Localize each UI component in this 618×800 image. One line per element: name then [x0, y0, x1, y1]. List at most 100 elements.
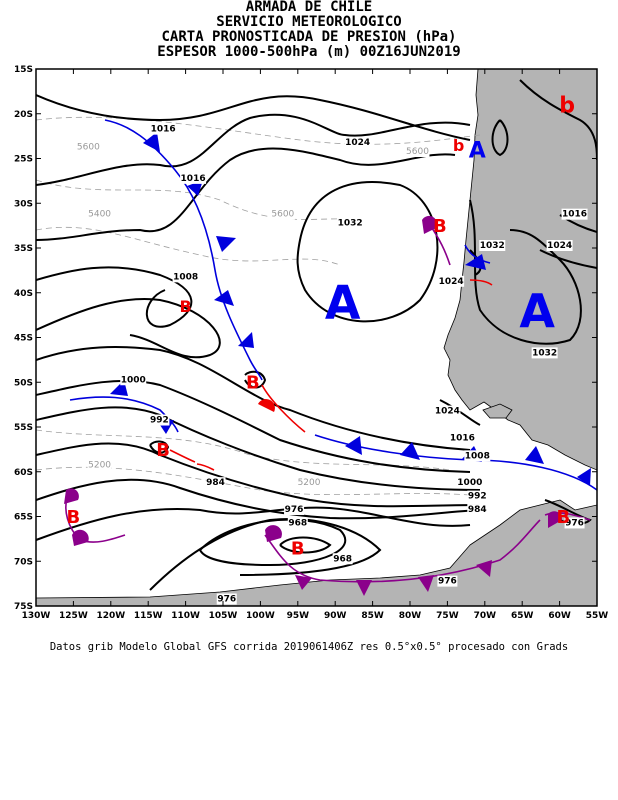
thickness-label-bg: [76, 141, 101, 153]
isobar-label-bg: [449, 432, 476, 444]
isobar: [199, 518, 347, 567]
axis-ticks: 15S20S25S30S35S40S45S50S55S60S65S70S75S1…: [14, 65, 608, 621]
isobar-label: 992: [150, 416, 169, 426]
thickness-label: 5200: [88, 460, 111, 470]
title-line-3: CARTA PRONOSTICADA DE PRESION (hPa): [161, 29, 457, 45]
isobar: [36, 478, 481, 520]
high-pressure-center: A: [469, 138, 486, 163]
low-pressure-center: B: [291, 538, 305, 559]
thickness-label: 5600: [406, 147, 429, 157]
low-pressure-center: B: [179, 297, 191, 316]
lat-tick-label: 20S: [14, 110, 33, 120]
isobar: [36, 266, 193, 328]
isobar-label-bg: [284, 504, 305, 516]
lon-tick-label: 130W: [22, 611, 51, 621]
isobar-label: 1000: [457, 478, 482, 488]
isobar: [36, 346, 471, 451]
isobar-label-bg: [332, 553, 353, 565]
thickness-labels: 5600 5600 5600 5400 5200 5200: [76, 141, 430, 489]
lat-tick-label: 50S: [14, 378, 33, 388]
isobar: [36, 406, 481, 491]
title-line-2: SERVICIO METEOROLOGICO: [216, 14, 402, 30]
thickness-label: 5600: [271, 210, 294, 220]
thickness-label-bg: [405, 146, 430, 158]
lon-tick-label: 120W: [96, 611, 125, 621]
isobar-label-bg: [287, 517, 308, 529]
isobar-label: 976: [565, 518, 584, 528]
isobar-label-bg: [337, 217, 364, 229]
isobar: [36, 379, 471, 473]
isobar-label: 968: [288, 518, 307, 528]
lon-tick-label: 55W: [586, 611, 609, 621]
isobar: [36, 298, 221, 359]
lon-tick-label: 70W: [474, 611, 497, 621]
lat-tick-label: 15S: [14, 65, 33, 75]
isobar-label-bg: [456, 477, 483, 489]
lon-tick-label: 95W: [287, 611, 310, 621]
isobar-label-bg: [531, 347, 558, 359]
title-line-1: ARMADA DE CHILE: [245, 0, 373, 15]
lat-tick-label: 65S: [14, 513, 33, 523]
isobar: [539, 249, 597, 269]
low-pressure-center: B: [156, 440, 170, 461]
lat-tick-label: 70S: [14, 557, 33, 567]
lon-tick-label: 60W: [548, 611, 571, 621]
isobar-labels: 1016 1016 1008 1000 992 984 976 968 968 976 1024 10…: [120, 123, 588, 605]
footer-note: Datos grib Modelo Global GFS corrida 201…: [49, 641, 569, 653]
thickness-label-bg: [297, 477, 322, 489]
lon-tick-label: 105W: [209, 611, 238, 621]
low-pressure-center: b: [559, 94, 575, 119]
isobar-label: 968: [333, 554, 352, 564]
lat-tick-label: 75S: [14, 602, 33, 612]
isobar-label: 1032: [480, 241, 505, 251]
low-pressure-center: B: [67, 507, 81, 528]
isobar-label-bg: [464, 450, 491, 462]
isobar: [36, 442, 481, 508]
low-pressure-center: B: [246, 373, 260, 394]
isobar-label: 984: [468, 505, 487, 515]
isobar-label: 1032: [338, 219, 363, 229]
low-pressure-center: B: [556, 507, 570, 528]
high-pressure-center: A: [519, 284, 555, 338]
lat-tick-label: 35S: [14, 244, 33, 254]
isobar: [36, 113, 471, 186]
isobar-label-bg: [437, 575, 458, 587]
south-america-land: [443, 69, 597, 471]
isobar-label-bg: [546, 240, 573, 251]
isobar-label: 1032: [532, 348, 557, 358]
lon-tick-label: 75W: [436, 611, 459, 621]
isobar: [279, 536, 332, 554]
isobar: [149, 440, 170, 454]
isobar-label: 1000: [121, 375, 146, 385]
isobar-label-bg: [467, 490, 488, 502]
lon-tick-label: 90W: [324, 611, 347, 621]
isobar-label-bg: [564, 517, 585, 529]
pressure-centers: A A Ab b B B B B B B B: [67, 94, 575, 560]
isobar-label: 1016: [562, 210, 587, 220]
isobar-label: 976: [285, 505, 304, 515]
isobars: [36, 79, 597, 591]
isobar-label-bg: [561, 208, 588, 220]
isobar-label: 1024: [547, 241, 572, 251]
isobar: [244, 370, 267, 389]
isobar-label: 992: [468, 492, 487, 502]
lat-tick-label: 55S: [14, 423, 33, 433]
title-line-4: ESPESOR 1000-500hPa (m) 00Z16JUN2019: [157, 44, 461, 60]
isobar: [36, 147, 456, 241]
thickness-label-bg: [270, 208, 295, 220]
isobar: [439, 399, 481, 426]
isobar-label: 1008: [173, 272, 198, 282]
lon-tick-label: 80W: [399, 611, 422, 621]
lon-tick-label: 125W: [59, 611, 88, 621]
isobar-label-bg: [150, 123, 177, 135]
isobar-label-bg: [479, 240, 506, 251]
isobar-label: 1016: [450, 433, 475, 443]
lat-tick-label: 45S: [14, 334, 33, 344]
isobar: [36, 94, 471, 141]
isobar-label: 976: [217, 595, 236, 605]
lat-tick-label: 30S: [14, 199, 33, 209]
isobar-label-bg: [434, 405, 461, 417]
isobar-label-bg: [149, 414, 170, 426]
isobar-label-bg: [172, 271, 199, 283]
isobar: [491, 119, 509, 157]
